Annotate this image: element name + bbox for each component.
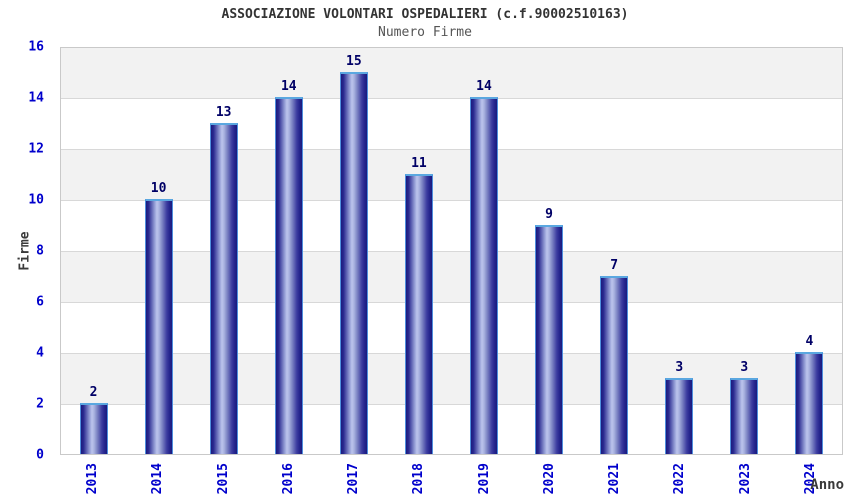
bar-slot: 4 <box>777 48 842 454</box>
bar-value-label: 3 <box>740 359 749 375</box>
x-tick-slot: 2013 <box>60 463 125 500</box>
x-tick-label: 2015 <box>215 463 231 495</box>
bar-slot: 2 <box>61 48 126 454</box>
y-tick-label: 14 <box>28 90 44 106</box>
x-axis-ticks: 2013 2014 2015 2016 2017 2018 2019 2020 2021 2022… <box>60 463 843 500</box>
bar-slot: 7 <box>582 48 647 454</box>
x-tick-label: 2018 <box>411 463 427 495</box>
bar-value-label: 15 <box>346 53 362 69</box>
y-tick-label: 0 <box>36 447 44 463</box>
bar-slot: 13 <box>191 48 256 454</box>
bar-2020 <box>535 224 564 454</box>
x-tick-slot: 2016 <box>256 463 321 500</box>
x-tick-slot: 2015 <box>191 463 256 500</box>
bar-value-label: 11 <box>411 155 427 171</box>
bar-slot: 14 <box>451 48 516 454</box>
y-axis-ticks: 16 14 12 10 8 6 4 2 0 <box>0 41 44 462</box>
x-tick-label: 2017 <box>346 463 362 495</box>
chart-title: ASSOCIAZIONE VOLONTARI OSPEDALIERI (c.f.… <box>221 7 629 22</box>
y-tick-label: 12 <box>28 141 44 157</box>
bar-2019 <box>470 97 498 454</box>
bar-slot: 3 <box>712 48 777 454</box>
bar-2018 <box>404 173 433 454</box>
bar-2014 <box>144 199 173 454</box>
bar-2021 <box>600 275 629 454</box>
bar-slot: 9 <box>517 48 582 454</box>
bar-slot: 11 <box>386 48 451 454</box>
bar-value-label: 2 <box>89 385 98 400</box>
bars-container: 2 10 13 14 15 11 14 9 7 3 3 4 <box>61 48 842 454</box>
bar-value-label: 14 <box>280 79 297 94</box>
bar-slot: 15 <box>321 48 386 454</box>
y-tick-label: 8 <box>36 243 44 259</box>
bar-value-label: 7 <box>610 257 619 273</box>
y-tick-label: 16 <box>28 39 44 55</box>
y-tick-label: 4 <box>36 345 44 361</box>
y-tick-label: 2 <box>36 396 44 412</box>
bar-2022 <box>665 377 694 454</box>
bar-value-label: 3 <box>675 359 684 375</box>
x-tick-label: 2021 <box>607 463 623 495</box>
bar-value-label: 4 <box>805 334 814 349</box>
bar-slot: 14 <box>256 48 321 454</box>
plot-area: 2 10 13 14 15 11 14 9 7 3 3 4 <box>60 47 843 455</box>
bar-slot: 10 <box>126 48 191 454</box>
bar-value-label: 14 <box>476 79 492 94</box>
x-axis-label: Anno <box>810 477 844 493</box>
x-tick-label: 2013 <box>85 463 101 495</box>
chart-subtitle: Numero Firme <box>378 25 472 40</box>
x-tick-label: 2022 <box>672 463 688 495</box>
bar-value-label: 10 <box>150 181 167 196</box>
x-tick-slot: 2017 <box>321 463 386 500</box>
x-tick-label: 2023 <box>737 463 753 495</box>
y-tick-label: 10 <box>28 192 44 208</box>
bar-value-label: 9 <box>545 206 553 222</box>
x-tick-label: 2020 <box>541 463 557 495</box>
x-tick-slot: 2018 <box>386 463 451 500</box>
bar-2023 <box>730 377 759 454</box>
bar-2017 <box>339 71 368 454</box>
x-tick-label: 2019 <box>476 463 492 495</box>
x-tick-label: 2016 <box>280 463 296 495</box>
x-tick-slot: 2023 <box>713 463 778 500</box>
bar-2024 <box>795 352 824 454</box>
x-tick-label: 2014 <box>150 463 166 495</box>
bar-value-label: 13 <box>215 104 232 120</box>
x-tick-slot: 2019 <box>452 463 517 500</box>
x-tick-slot: 2022 <box>647 463 712 500</box>
bar-2016 <box>274 97 303 454</box>
x-tick-slot: 2014 <box>125 463 190 500</box>
bar-2015 <box>209 122 238 454</box>
y-tick-label: 6 <box>36 294 44 310</box>
x-tick-slot: 2020 <box>517 463 582 500</box>
bar-2013 <box>79 403 108 454</box>
bar-slot: 3 <box>647 48 712 454</box>
x-tick-slot: 2021 <box>582 463 647 500</box>
